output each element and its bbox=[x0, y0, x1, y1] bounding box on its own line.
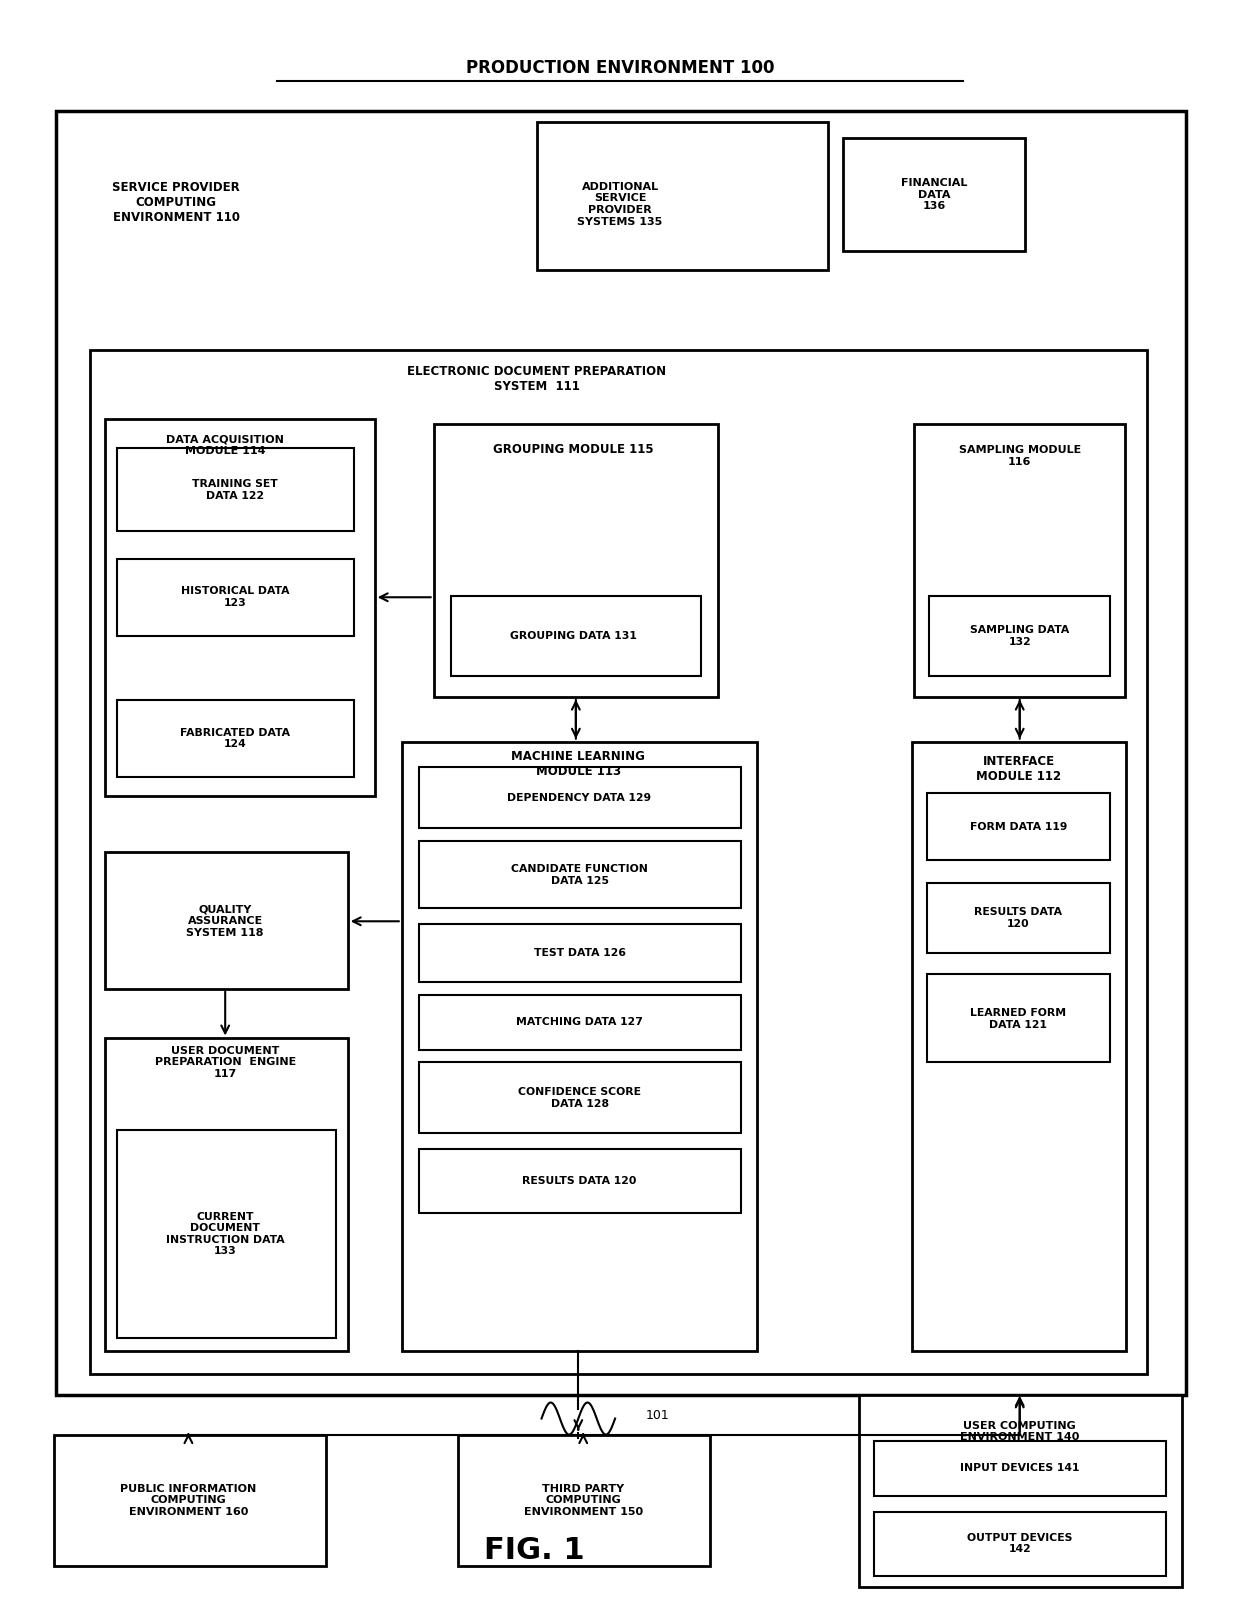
Text: RESULTS DATA
120: RESULTS DATA 120 bbox=[975, 908, 1063, 929]
Bar bbox=[874, 1442, 1166, 1495]
Text: ELECTRONIC DOCUMENT PREPARATION
SYSTEM  111: ELECTRONIC DOCUMENT PREPARATION SYSTEM 1… bbox=[407, 366, 666, 393]
Text: SAMPLING DATA
132: SAMPLING DATA 132 bbox=[970, 625, 1069, 647]
Bar bbox=[105, 1039, 347, 1351]
Text: SERVICE PROVIDER
COMPUTING
ENVIRONMENT 110: SERVICE PROVIDER COMPUTING ENVIRONMENT 1… bbox=[113, 181, 241, 225]
Bar bbox=[451, 595, 701, 676]
Bar bbox=[434, 424, 718, 697]
Text: FIG. 1: FIG. 1 bbox=[484, 1535, 584, 1565]
Text: 101: 101 bbox=[646, 1409, 670, 1422]
Bar bbox=[118, 448, 353, 531]
Bar bbox=[419, 1149, 742, 1214]
Text: RESULTS DATA 120: RESULTS DATA 120 bbox=[522, 1176, 636, 1186]
Bar bbox=[91, 349, 1147, 1374]
Text: SAMPLING MODULE
116: SAMPLING MODULE 116 bbox=[959, 445, 1081, 468]
Bar bbox=[537, 123, 828, 270]
Text: CONFIDENCE SCORE
DATA 128: CONFIDENCE SCORE DATA 128 bbox=[518, 1087, 641, 1108]
Bar bbox=[118, 558, 353, 636]
Text: TEST DATA 126: TEST DATA 126 bbox=[533, 948, 625, 958]
Text: THIRD PARTY
COMPUTING
ENVIRONMENT 150: THIRD PARTY COMPUTING ENVIRONMENT 150 bbox=[523, 1484, 642, 1518]
Bar bbox=[419, 924, 742, 982]
Bar bbox=[118, 701, 353, 777]
Text: MACHINE LEARNING
MODULE 113: MACHINE LEARNING MODULE 113 bbox=[511, 751, 645, 778]
Text: GROUPING MODULE 115: GROUPING MODULE 115 bbox=[494, 443, 653, 456]
Text: USER COMPUTING
ENVIRONMENT 140: USER COMPUTING ENVIRONMENT 140 bbox=[960, 1421, 1079, 1442]
Text: HISTORICAL DATA
123: HISTORICAL DATA 123 bbox=[181, 586, 289, 608]
Bar bbox=[911, 741, 1126, 1351]
Text: DATA ACQUISITION
MODULE 114: DATA ACQUISITION MODULE 114 bbox=[166, 434, 284, 456]
Text: TRAINING SET
DATA 122: TRAINING SET DATA 122 bbox=[192, 479, 278, 500]
Bar bbox=[926, 793, 1111, 861]
Text: PUBLIC INFORMATION
COMPUTING
ENVIRONMENT 160: PUBLIC INFORMATION COMPUTING ENVIRONMENT… bbox=[120, 1484, 257, 1518]
Text: LEARNED FORM
DATA 121: LEARNED FORM DATA 121 bbox=[971, 1008, 1066, 1031]
Bar bbox=[419, 841, 742, 908]
Bar bbox=[56, 112, 1187, 1395]
Bar bbox=[105, 853, 347, 989]
Text: INPUT DEVICES 141: INPUT DEVICES 141 bbox=[960, 1463, 1080, 1474]
Bar bbox=[926, 883, 1111, 953]
Bar bbox=[843, 139, 1024, 251]
Bar bbox=[419, 995, 742, 1050]
Bar bbox=[926, 974, 1111, 1063]
Bar bbox=[914, 424, 1125, 697]
Bar bbox=[402, 741, 758, 1351]
Bar bbox=[458, 1435, 709, 1566]
Bar bbox=[419, 1063, 742, 1133]
Text: QUALITY
ASSURANCE
SYSTEM 118: QUALITY ASSURANCE SYSTEM 118 bbox=[186, 904, 264, 938]
Bar bbox=[419, 767, 742, 828]
Bar bbox=[53, 1435, 326, 1566]
Text: GROUPING DATA 131: GROUPING DATA 131 bbox=[510, 631, 637, 641]
Bar bbox=[859, 1395, 1182, 1587]
Bar bbox=[118, 1129, 336, 1338]
Text: DEPENDENCY DATA 129: DEPENDENCY DATA 129 bbox=[507, 793, 651, 803]
Text: PRODUCTION ENVIRONMENT 100: PRODUCTION ENVIRONMENT 100 bbox=[466, 58, 774, 78]
Text: MATCHING DATA 127: MATCHING DATA 127 bbox=[516, 1018, 644, 1027]
Bar bbox=[105, 419, 374, 796]
Text: INTERFACE
MODULE 112: INTERFACE MODULE 112 bbox=[976, 756, 1061, 783]
Text: OUTPUT DEVICES
142: OUTPUT DEVICES 142 bbox=[967, 1532, 1073, 1555]
Text: ADDITIONAL
SERVICE
PROVIDER
SYSTEMS 135: ADDITIONAL SERVICE PROVIDER SYSTEMS 135 bbox=[578, 181, 662, 227]
Bar bbox=[874, 1511, 1166, 1576]
Bar bbox=[929, 595, 1111, 676]
Text: FINANCIAL
DATA
136: FINANCIAL DATA 136 bbox=[900, 178, 967, 212]
Text: FABRICATED DATA
124: FABRICATED DATA 124 bbox=[180, 728, 290, 749]
Text: CURRENT
DOCUMENT
INSTRUCTION DATA
133: CURRENT DOCUMENT INSTRUCTION DATA 133 bbox=[166, 1212, 284, 1257]
Text: CANDIDATE FUNCTION
DATA 125: CANDIDATE FUNCTION DATA 125 bbox=[511, 864, 649, 885]
Text: FORM DATA 119: FORM DATA 119 bbox=[970, 822, 1068, 832]
Text: USER DOCUMENT
PREPARATION  ENGINE
117: USER DOCUMENT PREPARATION ENGINE 117 bbox=[155, 1045, 296, 1079]
